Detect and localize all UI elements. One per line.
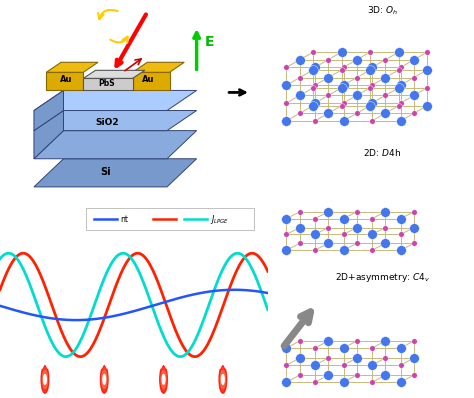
Text: SiO2: SiO2 xyxy=(96,117,119,127)
Polygon shape xyxy=(133,62,184,72)
Text: nt: nt xyxy=(120,215,128,224)
Polygon shape xyxy=(34,90,197,111)
Circle shape xyxy=(103,375,106,384)
Circle shape xyxy=(160,366,167,393)
Circle shape xyxy=(219,366,227,393)
Circle shape xyxy=(161,371,166,388)
Polygon shape xyxy=(34,131,197,159)
Circle shape xyxy=(43,371,47,388)
Polygon shape xyxy=(34,159,197,187)
Text: $J_{LPGE}$: $J_{LPGE}$ xyxy=(210,213,229,226)
Text: Au: Au xyxy=(60,75,73,84)
Polygon shape xyxy=(34,111,197,131)
Text: Si: Si xyxy=(100,167,111,177)
Circle shape xyxy=(44,375,46,384)
Polygon shape xyxy=(34,111,64,159)
Circle shape xyxy=(100,366,108,393)
Circle shape xyxy=(221,375,224,384)
Circle shape xyxy=(220,371,225,388)
Text: Au: Au xyxy=(142,75,155,84)
Polygon shape xyxy=(34,90,64,131)
Text: 2D: $\mathit{D}$4h: 2D: $\mathit{D}$4h xyxy=(363,147,401,158)
Polygon shape xyxy=(83,78,133,90)
Text: PbS: PbS xyxy=(98,80,115,88)
Polygon shape xyxy=(46,62,98,72)
Text: 2D+asymmetry: $\mathit{C}$4$_v$: 2D+asymmetry: $\mathit{C}$4$_v$ xyxy=(335,271,430,284)
Polygon shape xyxy=(83,70,145,78)
Circle shape xyxy=(102,371,107,388)
Circle shape xyxy=(162,375,165,384)
Circle shape xyxy=(41,366,49,393)
Text: 3D: $\mathit{O_h}$: 3D: $\mathit{O_h}$ xyxy=(367,4,398,17)
FancyBboxPatch shape xyxy=(86,209,255,230)
Text: $\mathbf{E}$: $\mathbf{E}$ xyxy=(204,35,214,49)
Polygon shape xyxy=(46,72,83,90)
Polygon shape xyxy=(133,72,170,90)
